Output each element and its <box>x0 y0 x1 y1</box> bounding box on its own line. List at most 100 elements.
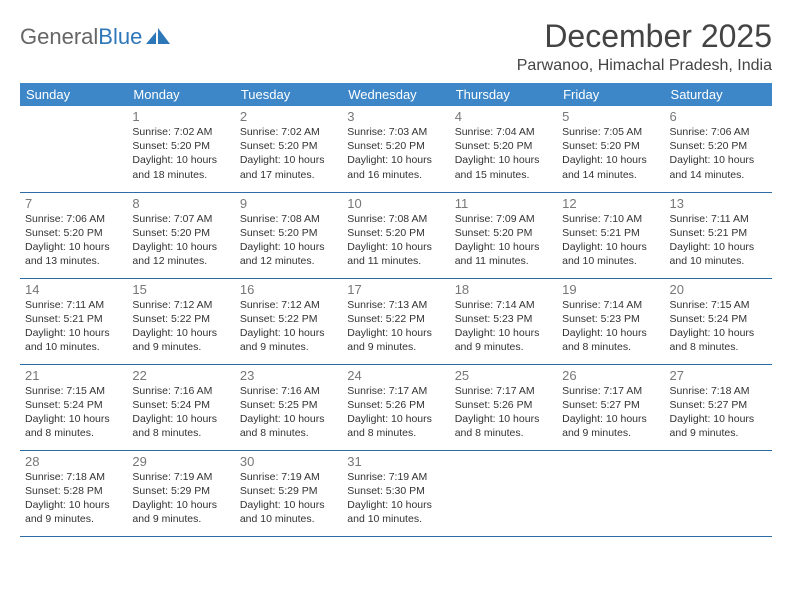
sunrise-line: Sunrise: 7:17 AM <box>455 384 552 398</box>
sunrise-line: Sunrise: 7:04 AM <box>455 125 552 139</box>
month-title: December 2025 <box>517 18 772 55</box>
sunset-line: Sunset: 5:20 PM <box>347 226 444 240</box>
day-number: 6 <box>670 109 767 124</box>
sunset-line: Sunset: 5:28 PM <box>25 484 122 498</box>
sunrise-line: Sunrise: 7:16 AM <box>132 384 229 398</box>
daylight-line: Daylight: 10 hours and 17 minutes. <box>240 153 337 181</box>
sunset-line: Sunset: 5:20 PM <box>25 226 122 240</box>
sunrise-line: Sunrise: 7:12 AM <box>132 298 229 312</box>
sunrise-line: Sunrise: 7:07 AM <box>132 212 229 226</box>
calendar-week-row: 28Sunrise: 7:18 AMSunset: 5:28 PMDayligh… <box>20 450 772 536</box>
calendar-day-cell: 26Sunrise: 7:17 AMSunset: 5:27 PMDayligh… <box>557 364 664 450</box>
calendar-day-cell: 20Sunrise: 7:15 AMSunset: 5:24 PMDayligh… <box>665 278 772 364</box>
sunset-line: Sunset: 5:20 PM <box>240 226 337 240</box>
calendar-day-cell: 29Sunrise: 7:19 AMSunset: 5:29 PMDayligh… <box>127 450 234 536</box>
calendar-day-cell: 12Sunrise: 7:10 AMSunset: 5:21 PMDayligh… <box>557 192 664 278</box>
sunset-line: Sunset: 5:21 PM <box>25 312 122 326</box>
day-number: 14 <box>25 282 122 297</box>
day-info: Sunrise: 7:08 AMSunset: 5:20 PMDaylight:… <box>347 212 444 269</box>
sunset-line: Sunset: 5:20 PM <box>240 139 337 153</box>
sunset-line: Sunset: 5:27 PM <box>670 398 767 412</box>
day-number: 19 <box>562 282 659 297</box>
calendar-day-cell: 11Sunrise: 7:09 AMSunset: 5:20 PMDayligh… <box>450 192 557 278</box>
daylight-line: Daylight: 10 hours and 14 minutes. <box>670 153 767 181</box>
daylight-line: Daylight: 10 hours and 12 minutes. <box>240 240 337 268</box>
daylight-line: Daylight: 10 hours and 10 minutes. <box>562 240 659 268</box>
sunrise-line: Sunrise: 7:06 AM <box>670 125 767 139</box>
sunrise-line: Sunrise: 7:13 AM <box>347 298 444 312</box>
calendar-day-cell: 4Sunrise: 7:04 AMSunset: 5:20 PMDaylight… <box>450 106 557 192</box>
sunrise-line: Sunrise: 7:10 AM <box>562 212 659 226</box>
sunset-line: Sunset: 5:23 PM <box>455 312 552 326</box>
day-info: Sunrise: 7:07 AMSunset: 5:20 PMDaylight:… <box>132 212 229 269</box>
daylight-line: Daylight: 10 hours and 8 minutes. <box>670 326 767 354</box>
calendar-empty-cell <box>665 450 772 536</box>
day-info: Sunrise: 7:17 AMSunset: 5:26 PMDaylight:… <box>347 384 444 441</box>
sunrise-line: Sunrise: 7:15 AM <box>25 384 122 398</box>
daylight-line: Daylight: 10 hours and 11 minutes. <box>347 240 444 268</box>
sunrise-line: Sunrise: 7:02 AM <box>240 125 337 139</box>
calendar-day-cell: 24Sunrise: 7:17 AMSunset: 5:26 PMDayligh… <box>342 364 449 450</box>
day-number: 10 <box>347 196 444 211</box>
daylight-line: Daylight: 10 hours and 10 minutes. <box>347 498 444 526</box>
calendar-week-row: 1Sunrise: 7:02 AMSunset: 5:20 PMDaylight… <box>20 106 772 192</box>
sunset-line: Sunset: 5:27 PM <box>562 398 659 412</box>
calendar-day-cell: 9Sunrise: 7:08 AMSunset: 5:20 PMDaylight… <box>235 192 342 278</box>
day-number: 3 <box>347 109 444 124</box>
sunrise-line: Sunrise: 7:19 AM <box>240 470 337 484</box>
day-number: 17 <box>347 282 444 297</box>
daylight-line: Daylight: 10 hours and 12 minutes. <box>132 240 229 268</box>
sunrise-line: Sunrise: 7:19 AM <box>347 470 444 484</box>
calendar-day-cell: 6Sunrise: 7:06 AMSunset: 5:20 PMDaylight… <box>665 106 772 192</box>
day-header: Saturday <box>665 83 772 106</box>
daylight-line: Daylight: 10 hours and 9 minutes. <box>455 326 552 354</box>
sunset-line: Sunset: 5:20 PM <box>455 226 552 240</box>
day-number: 27 <box>670 368 767 383</box>
sunset-line: Sunset: 5:26 PM <box>347 398 444 412</box>
calendar-day-cell: 10Sunrise: 7:08 AMSunset: 5:20 PMDayligh… <box>342 192 449 278</box>
sunset-line: Sunset: 5:24 PM <box>132 398 229 412</box>
day-number: 22 <box>132 368 229 383</box>
day-number: 15 <box>132 282 229 297</box>
sunset-line: Sunset: 5:20 PM <box>132 139 229 153</box>
sunrise-line: Sunrise: 7:03 AM <box>347 125 444 139</box>
logo-word-1: General <box>20 24 98 50</box>
sunset-line: Sunset: 5:24 PM <box>670 312 767 326</box>
calendar-day-cell: 5Sunrise: 7:05 AMSunset: 5:20 PMDaylight… <box>557 106 664 192</box>
day-info: Sunrise: 7:17 AMSunset: 5:27 PMDaylight:… <box>562 384 659 441</box>
day-info: Sunrise: 7:12 AMSunset: 5:22 PMDaylight:… <box>132 298 229 355</box>
sunrise-line: Sunrise: 7:12 AM <box>240 298 337 312</box>
sunset-line: Sunset: 5:29 PM <box>240 484 337 498</box>
day-info: Sunrise: 7:14 AMSunset: 5:23 PMDaylight:… <box>455 298 552 355</box>
daylight-line: Daylight: 10 hours and 11 minutes. <box>455 240 552 268</box>
day-number: 11 <box>455 196 552 211</box>
daylight-line: Daylight: 10 hours and 9 minutes. <box>347 326 444 354</box>
day-info: Sunrise: 7:18 AMSunset: 5:27 PMDaylight:… <box>670 384 767 441</box>
daylight-line: Daylight: 10 hours and 8 minutes. <box>240 412 337 440</box>
day-info: Sunrise: 7:06 AMSunset: 5:20 PMDaylight:… <box>670 125 767 182</box>
sunrise-line: Sunrise: 7:14 AM <box>455 298 552 312</box>
daylight-line: Daylight: 10 hours and 9 minutes. <box>132 498 229 526</box>
calendar-day-cell: 19Sunrise: 7:14 AMSunset: 5:23 PMDayligh… <box>557 278 664 364</box>
daylight-line: Daylight: 10 hours and 14 minutes. <box>562 153 659 181</box>
sunset-line: Sunset: 5:23 PM <box>562 312 659 326</box>
daylight-line: Daylight: 10 hours and 8 minutes. <box>562 326 659 354</box>
sunset-line: Sunset: 5:24 PM <box>25 398 122 412</box>
sunset-line: Sunset: 5:22 PM <box>240 312 337 326</box>
day-number: 25 <box>455 368 552 383</box>
sunrise-line: Sunrise: 7:08 AM <box>240 212 337 226</box>
day-info: Sunrise: 7:12 AMSunset: 5:22 PMDaylight:… <box>240 298 337 355</box>
sunset-line: Sunset: 5:20 PM <box>455 139 552 153</box>
calendar-week-row: 21Sunrise: 7:15 AMSunset: 5:24 PMDayligh… <box>20 364 772 450</box>
day-info: Sunrise: 7:09 AMSunset: 5:20 PMDaylight:… <box>455 212 552 269</box>
sunrise-line: Sunrise: 7:18 AM <box>25 470 122 484</box>
sunset-line: Sunset: 5:21 PM <box>562 226 659 240</box>
calendar-week-row: 14Sunrise: 7:11 AMSunset: 5:21 PMDayligh… <box>20 278 772 364</box>
day-number: 16 <box>240 282 337 297</box>
day-number: 26 <box>562 368 659 383</box>
day-info: Sunrise: 7:19 AMSunset: 5:29 PMDaylight:… <box>132 470 229 527</box>
day-header: Thursday <box>450 83 557 106</box>
day-number: 5 <box>562 109 659 124</box>
day-info: Sunrise: 7:11 AMSunset: 5:21 PMDaylight:… <box>25 298 122 355</box>
sunset-line: Sunset: 5:22 PM <box>347 312 444 326</box>
